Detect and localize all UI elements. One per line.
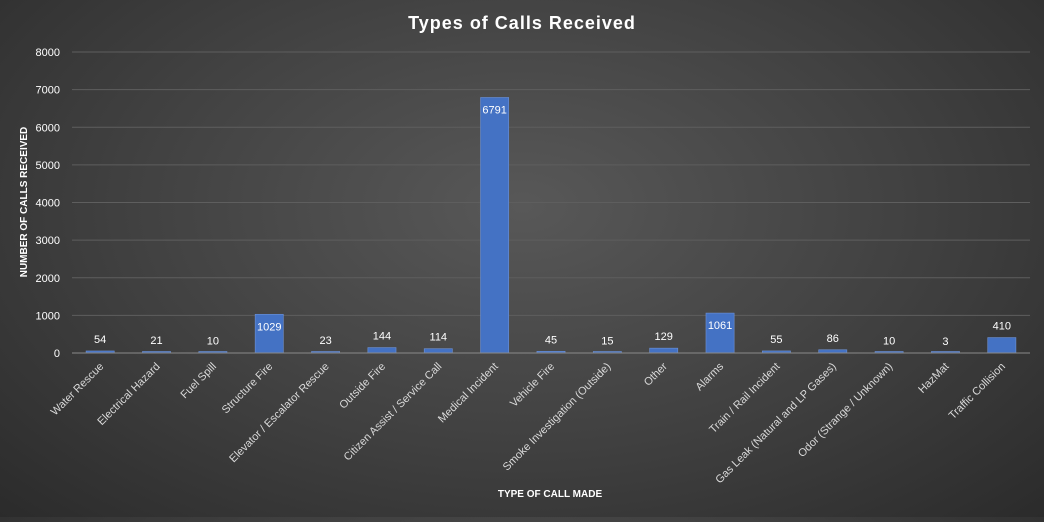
bar — [705, 312, 735, 354]
data-label: 21 — [150, 335, 162, 347]
data-label: 129 — [655, 331, 673, 343]
y-tick-label: 0 — [54, 348, 60, 360]
data-label: 10 — [207, 336, 219, 348]
bar — [480, 97, 510, 354]
x-tick-label: Traffic Collision — [947, 361, 1008, 422]
x-tick-label: Other — [642, 360, 670, 388]
bars — [85, 97, 1017, 354]
x-tick-label: Gas Leak (Natural and LP Gases) — [713, 361, 839, 487]
data-label: 114 — [430, 332, 448, 344]
x-tick-label: Fuel Spill — [179, 361, 219, 401]
data-label: 55 — [770, 334, 782, 346]
data-label: 1029 — [257, 321, 281, 333]
bar — [254, 313, 284, 354]
data-label: 15 — [601, 335, 613, 347]
y-tick-label: 2000 — [36, 273, 60, 285]
y-axis-title: NUMBER OF CALLS RECEIVED — [19, 127, 30, 278]
y-tick-label: 6000 — [36, 122, 60, 134]
x-tick-label: HazMat — [916, 361, 951, 396]
data-label: 86 — [827, 333, 839, 345]
x-tick-label: Odor (Strange / Unknown) — [796, 361, 895, 460]
data-labels: 54 21 10 1029 23 144 114 6791 45 15 129 1061 55 86 10 3… — [94, 104, 1011, 347]
y-tick-label: 3000 — [36, 235, 60, 247]
chart-title: Types of Calls Received — [408, 13, 636, 33]
y-axis-ticks: 0 1000 2000 3000 4000 5000 6000 7000 8000 — [36, 47, 60, 360]
y-tick-label: 1000 — [36, 310, 60, 322]
x-tick-label: Elevator / Escalator Rescue — [227, 361, 331, 465]
x-tick-label: Outside Fire — [337, 361, 388, 412]
x-tick-label: Structure Fire — [220, 361, 276, 417]
bar — [367, 347, 397, 354]
x-tick-label: Vehicle Fire — [508, 361, 557, 410]
x-tick-label: Alarms — [693, 360, 726, 393]
x-tick-label: Citizen Assist / Service Call — [342, 361, 445, 464]
x-tick-label: Water Rescue — [49, 361, 106, 418]
x-tick-label: Medical Incident — [436, 361, 501, 426]
x-tick-label: Electrical Hazard — [95, 361, 162, 428]
data-label: 3 — [942, 336, 948, 348]
y-tick-label: 5000 — [36, 160, 60, 172]
data-label: 10 — [883, 336, 895, 348]
data-label: 45 — [545, 334, 557, 346]
data-label: 54 — [94, 334, 106, 346]
y-tick-label: 7000 — [36, 85, 60, 97]
x-axis-title: TYPE OF CALL MADE — [498, 489, 603, 500]
data-label: 23 — [319, 335, 331, 347]
data-label: 1061 — [708, 320, 732, 332]
y-tick-label: 8000 — [36, 47, 60, 59]
bar — [987, 337, 1017, 354]
data-label: 410 — [993, 321, 1011, 333]
gridlines — [72, 51, 1030, 316]
bar — [423, 348, 453, 354]
y-tick-label: 4000 — [36, 198, 60, 210]
data-label: 144 — [373, 331, 391, 343]
bar — [649, 347, 679, 354]
data-label: 6791 — [482, 104, 506, 116]
x-tick-label: Smoke Investigation (Outside) — [501, 361, 614, 474]
